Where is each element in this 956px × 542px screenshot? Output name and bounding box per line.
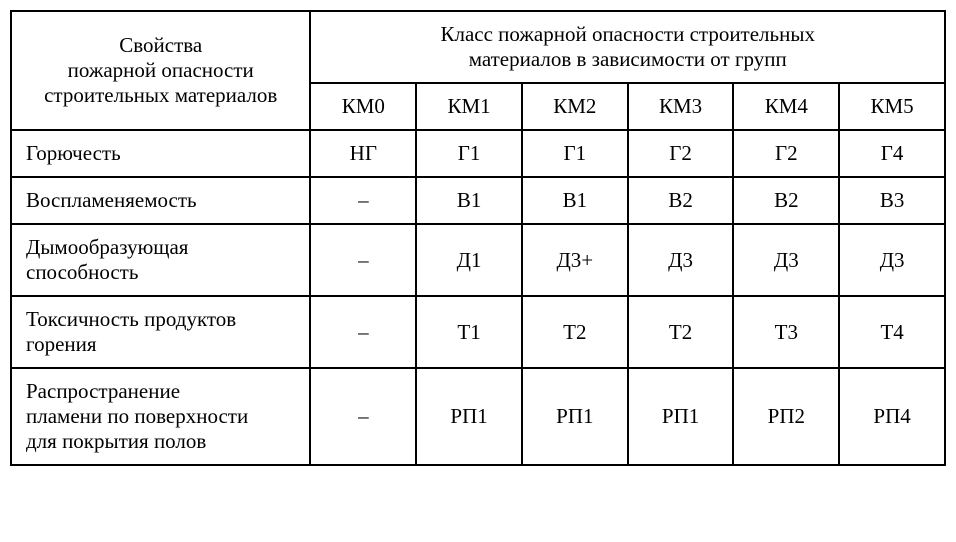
- row-label: Горючесть: [11, 130, 310, 177]
- data-cell: Т2: [522, 296, 628, 368]
- table-body: Горючесть НГ Г1 Г1 Г2 Г2 Г4 Воспламеняем…: [11, 130, 945, 465]
- col-km0: КМ0: [310, 83, 416, 130]
- data-cell: Д3: [839, 224, 945, 296]
- col-km3: КМ3: [628, 83, 734, 130]
- data-cell: Д3: [628, 224, 734, 296]
- row-label: Распространениепламени по поверхностидля…: [11, 368, 310, 465]
- data-cell: НГ: [310, 130, 416, 177]
- header-row-1: Свойствапожарной опасностистроительных м…: [11, 11, 945, 83]
- col-km1: КМ1: [416, 83, 522, 130]
- data-cell: РП2: [733, 368, 839, 465]
- data-cell: Г2: [628, 130, 734, 177]
- header-classes-text: Класс пожарной опасности строительныхмат…: [440, 22, 815, 71]
- col-km5: КМ5: [839, 83, 945, 130]
- header-classes: Класс пожарной опасности строительныхмат…: [310, 11, 945, 83]
- data-cell: Г1: [522, 130, 628, 177]
- data-cell: –: [310, 368, 416, 465]
- data-cell: Д3+: [522, 224, 628, 296]
- data-cell: В1: [416, 177, 522, 224]
- data-cell: Г4: [839, 130, 945, 177]
- table-row: Распространениепламени по поверхностидля…: [11, 368, 945, 465]
- data-cell: В1: [522, 177, 628, 224]
- table-row: Воспламеняемость – В1 В1 В2 В2 В3: [11, 177, 945, 224]
- data-cell: Т1: [416, 296, 522, 368]
- data-cell: РП1: [628, 368, 734, 465]
- table-row: Горючесть НГ Г1 Г1 Г2 Г2 Г4: [11, 130, 945, 177]
- data-cell: Г2: [733, 130, 839, 177]
- data-cell: РП4: [839, 368, 945, 465]
- row-label: Воспламеняемость: [11, 177, 310, 224]
- data-cell: Д1: [416, 224, 522, 296]
- data-cell: РП1: [416, 368, 522, 465]
- table-row: Дымообразующаяспособность – Д1 Д3+ Д3 Д3…: [11, 224, 945, 296]
- data-cell: –: [310, 296, 416, 368]
- table-row: Токсичность продуктовгорения – Т1 Т2 Т2 …: [11, 296, 945, 368]
- data-cell: В2: [628, 177, 734, 224]
- data-cell: –: [310, 177, 416, 224]
- header-properties-text: Свойствапожарной опасностистроительных м…: [44, 33, 277, 107]
- header-properties: Свойствапожарной опасностистроительных м…: [11, 11, 310, 130]
- data-cell: Д3: [733, 224, 839, 296]
- data-cell: Т4: [839, 296, 945, 368]
- col-km4: КМ4: [733, 83, 839, 130]
- data-cell: Т2: [628, 296, 734, 368]
- data-cell: РП1: [522, 368, 628, 465]
- row-label: Дымообразующаяспособность: [11, 224, 310, 296]
- data-cell: В2: [733, 177, 839, 224]
- row-label: Токсичность продуктовгорения: [11, 296, 310, 368]
- data-cell: В3: [839, 177, 945, 224]
- data-cell: –: [310, 224, 416, 296]
- data-cell: Т3: [733, 296, 839, 368]
- col-km2: КМ2: [522, 83, 628, 130]
- data-cell: Г1: [416, 130, 522, 177]
- fire-hazard-table: Свойствапожарной опасностистроительных м…: [10, 10, 946, 466]
